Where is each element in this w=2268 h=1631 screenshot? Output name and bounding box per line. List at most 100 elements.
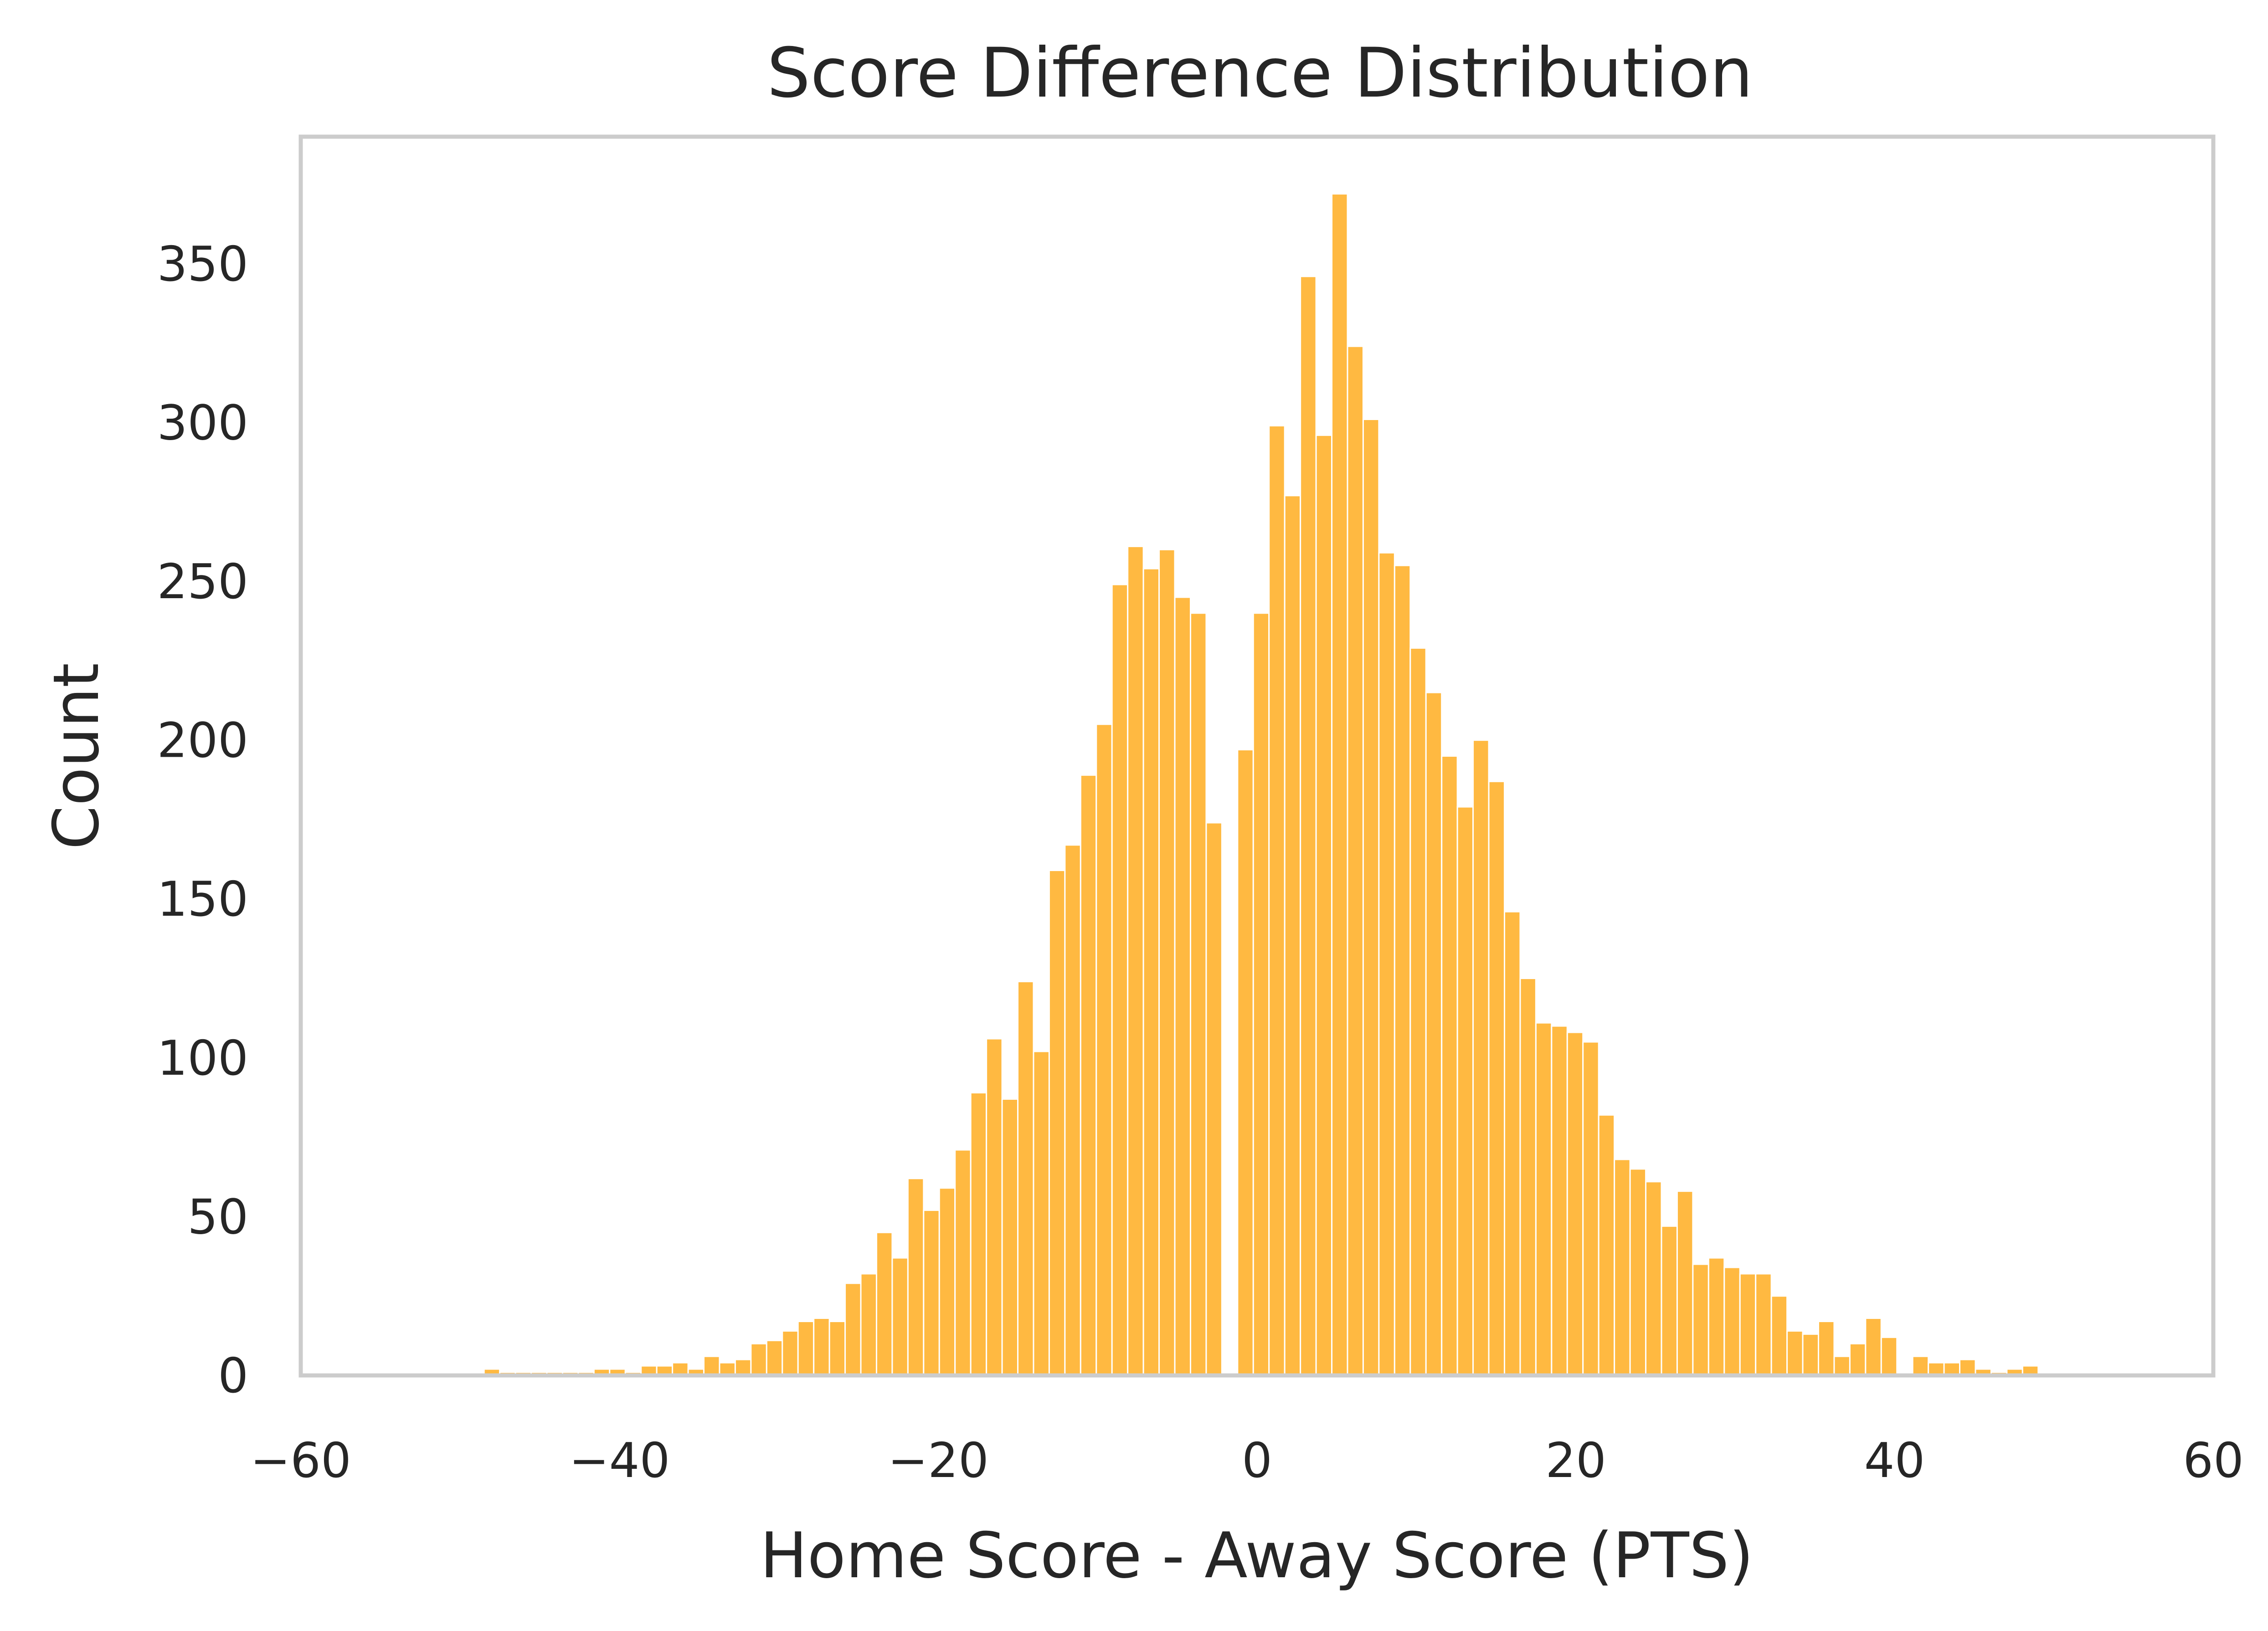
chart-title: Score Difference Distribution [767,34,1753,113]
histogram-bar [970,1092,987,1376]
histogram-bar [782,1330,799,1376]
histogram-bar [1770,1295,1788,1376]
y-tick-label: 150 [157,872,248,927]
histogram-bar [1551,1025,1568,1376]
bars-group [483,193,2039,1376]
histogram-bar [1629,1168,1647,1376]
y-tick-labels: 0 50 100 150 200 250 300 350 [157,236,248,1404]
histogram-bar [1614,1159,1631,1376]
histogram-bar [1928,1362,1945,1376]
histogram-bar [1833,1355,1851,1376]
histogram-bar [1598,1114,1615,1376]
histogram-bar [1707,1257,1725,1376]
histogram-bar [1488,780,1505,1376]
histogram-bar [1095,723,1113,1376]
histogram-bar [1456,806,1474,1376]
histogram-bar [1503,911,1521,1376]
histogram-bar [813,1318,830,1376]
histogram-bar [1865,1318,1882,1376]
histogram-bar [1786,1330,1804,1376]
histogram-bar [1284,495,1301,1376]
y-tick-label: 350 [157,236,248,292]
histogram-bar [1252,612,1270,1376]
histogram-bar [1519,978,1537,1376]
histogram-bar [1111,584,1129,1376]
histogram-bar [1817,1320,1835,1376]
y-tick-label: 200 [157,713,248,769]
histogram-bar [1849,1343,1867,1376]
histogram-bar [1802,1333,1819,1376]
histogram-bar [1080,774,1097,1376]
x-axis-label: Home Score - Away Score (PTS) [760,1519,1754,1592]
histogram-bar [1645,1181,1662,1376]
histogram-bar [1142,568,1160,1376]
histogram-bar [1378,552,1395,1376]
y-axis-label: Count [40,663,113,850]
x-tick-label: 20 [1545,1433,1606,1488]
histogram-bar [844,1282,862,1376]
histogram-bar [891,1257,909,1376]
histogram-bar [1362,418,1380,1376]
histogram-bar [1409,647,1427,1376]
histogram-bar [703,1355,720,1376]
x-tick-label: 0 [1242,1433,1272,1488]
histogram-bar [1441,755,1458,1376]
histogram-bar [1064,844,1081,1376]
x-tick-label: −20 [888,1433,989,1488]
histogram-bar [1582,1041,1599,1376]
histogram-bar [1127,545,1144,1376]
histogram-bar [1755,1273,1772,1376]
histogram-bar [1912,1355,1929,1376]
y-tick-label: 250 [157,554,248,610]
histogram-bar [1959,1359,1976,1376]
y-tick-label: 100 [157,1031,248,1086]
histogram-bar [938,1187,956,1376]
x-tick-label: 40 [1864,1433,1925,1488]
histogram-bar [1001,1098,1019,1376]
histogram-bar [1425,692,1443,1376]
histogram-bar [923,1209,940,1376]
histogram-bar [1048,869,1066,1376]
histogram-bar [1315,434,1333,1376]
histogram-bar [1661,1225,1678,1376]
x-tick-label: 60 [2183,1433,2244,1488]
y-tick-label: 300 [157,395,248,451]
x-tick-label: −40 [569,1433,670,1488]
histogram-bar [986,1038,1003,1376]
histogram-bar [1566,1031,1584,1376]
plot-frame [298,134,2216,1378]
x-tick-label: −60 [250,1433,351,1488]
histogram-bar [1692,1263,1709,1376]
histogram-bar [828,1320,846,1376]
histogram-bar [1723,1267,1741,1376]
histogram-bar [860,1273,877,1376]
histogram-bar [907,1178,925,1376]
histogram-bar [1205,822,1223,1376]
histogram-bar [766,1339,783,1376]
histogram-bar [1347,345,1364,1376]
histogram-bar [1017,980,1034,1376]
x-tick-labels: −60 −40 −20 0 20 40 60 [250,1433,2244,1488]
histogram-bar [875,1231,893,1376]
histogram-bar [1189,612,1207,1376]
histogram-bar [1394,564,1411,1376]
histogram-bar [1676,1190,1694,1376]
histogram-bar [1472,739,1490,1376]
histogram-bar [797,1320,815,1376]
histogram-bar [1739,1273,1757,1376]
histogram-bar [954,1149,972,1376]
histogram-bar [1331,193,1348,1376]
histogram-bar [1535,1022,1553,1376]
y-tick-label: 50 [187,1189,248,1245]
histogram-bar [1300,276,1317,1376]
histogram-bar [1268,425,1286,1376]
y-tick-label: 0 [218,1348,248,1404]
histogram-bar [1158,549,1176,1376]
histogram-bar [1033,1051,1050,1376]
histogram-bar [734,1359,752,1376]
histogram-bar [750,1343,767,1376]
histogram-bar [1880,1336,1898,1376]
histogram-bar [1174,596,1191,1376]
